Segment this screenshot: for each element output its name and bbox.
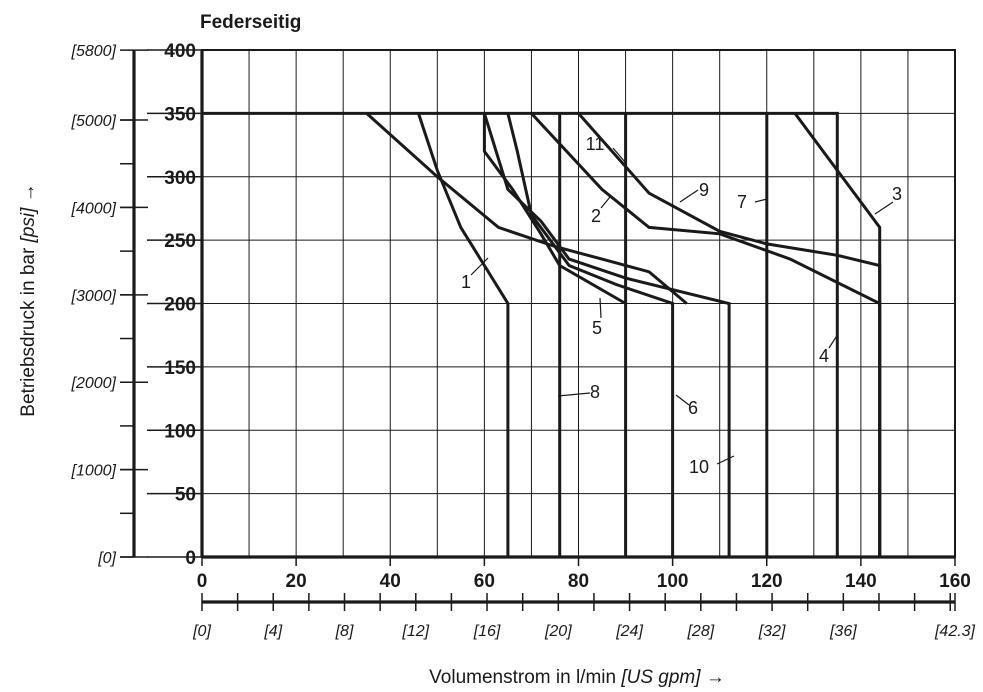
curve-label-8: 8 xyxy=(590,382,600,402)
x-axis-label: Volumenstrom in l/min xyxy=(429,667,616,688)
x-tick-label: 40 xyxy=(380,571,401,592)
y-tick-label: 100 xyxy=(164,421,196,442)
curve-label-3: 3 xyxy=(892,184,902,204)
x-tick-label: 60 xyxy=(474,571,495,592)
x-tick-label: 80 xyxy=(568,571,589,592)
curve-label-6: 6 xyxy=(688,398,698,418)
y-tick-label: 350 xyxy=(164,104,196,125)
chart-title: Federseitig xyxy=(200,12,301,33)
x-tick-label: 0 xyxy=(197,571,208,592)
psi-tick-label: [4000] xyxy=(71,200,117,217)
y-tick-label: 150 xyxy=(164,358,196,379)
curve-label-leader-11 xyxy=(612,147,626,163)
y-axis-secondary-label: [psi] xyxy=(18,207,39,244)
curve-label-10: 10 xyxy=(689,457,709,477)
curve-label-5: 5 xyxy=(592,318,602,338)
curve-label-leader-5 xyxy=(599,297,602,319)
psi-tick-label: [2000] xyxy=(71,375,117,392)
curve-9 xyxy=(577,112,882,557)
curve-1 xyxy=(417,112,510,557)
curve-labels: 1 2 3 4 5 6 7 8 9 10 11 xyxy=(461,134,902,477)
curve-label-9: 9 xyxy=(699,180,709,200)
gpm-tick-label: [42.3] xyxy=(934,623,976,640)
curve-6 xyxy=(506,113,675,557)
y-axis-label: Betriebsdruck in bar xyxy=(18,247,39,417)
curve-label-1: 1 xyxy=(461,272,471,292)
x-tick-label: 20 xyxy=(286,571,307,592)
psi-tick-label: [5000] xyxy=(71,113,117,130)
y-axis-arrow: → xyxy=(18,183,39,202)
y-tick-label: 250 xyxy=(164,231,196,252)
y-axis-title: Betriebsdruck in bar [psi] → xyxy=(18,183,39,416)
gpm-tick-label: [4] xyxy=(263,623,282,640)
curve-label-7: 7 xyxy=(737,192,747,212)
x-axis-arrow: → xyxy=(706,667,725,688)
x-axis-secondary-label: [US gpm] xyxy=(620,667,701,688)
grid xyxy=(201,49,956,558)
curve-2 xyxy=(365,112,688,305)
curve-label-leader-1 xyxy=(470,257,489,276)
psi-tick-label: [0] xyxy=(97,550,116,567)
curves xyxy=(202,111,882,557)
curve-label-leader-10 xyxy=(716,455,735,465)
gpm-tick-label: [0] xyxy=(192,623,211,640)
gpm-tick-label: [36] xyxy=(829,623,857,640)
gpm-tick-label: [20] xyxy=(544,623,572,640)
curve-label-2: 2 xyxy=(591,206,601,226)
y-tick-label: 200 xyxy=(164,295,196,316)
x-axis-title: Volumenstrom in l/min [US gpm] → xyxy=(429,667,725,688)
curve-label-leader-4 xyxy=(828,333,839,349)
curve-label-leader-3 xyxy=(874,201,894,215)
x-tick-label: 160 xyxy=(939,571,971,592)
curve-5 xyxy=(482,113,627,305)
curve-label-leader-7 xyxy=(754,198,768,203)
x-tick-label: 140 xyxy=(845,571,877,592)
curve-label-leader-8 xyxy=(557,392,591,397)
gpm-tick-label: [32] xyxy=(758,623,786,640)
gpm-tick-label: [16] xyxy=(473,623,501,640)
x-tick-label: 100 xyxy=(657,571,689,592)
y-tick-label: 0 xyxy=(185,548,196,569)
gpm-tick-label: [28] xyxy=(686,623,714,640)
psi-tick-label: [3000] xyxy=(71,288,117,305)
curve-label-11: 11 xyxy=(586,134,605,154)
curve-label-leader-2 xyxy=(600,196,611,209)
gpm-tick-label: [8] xyxy=(335,623,354,640)
psi-tick-label: [5800] xyxy=(71,43,117,60)
psi-tick-label: [1000] xyxy=(71,463,117,480)
axes: 050100150200250300350400[0][1000][2000][… xyxy=(71,41,976,640)
y-tick-label: 300 xyxy=(164,168,196,189)
x-tick-label: 120 xyxy=(751,571,783,592)
gpm-tick-label: [24] xyxy=(615,623,643,640)
gpm-tick-label: [12] xyxy=(401,623,429,640)
y-tick-label: 50 xyxy=(175,485,196,506)
curve-upper-limit xyxy=(202,111,839,557)
y-tick-label: 400 xyxy=(164,41,196,62)
curve-label-leader-6 xyxy=(675,394,690,406)
curve-label-4: 4 xyxy=(819,346,829,366)
curve-label-leader-9 xyxy=(679,189,699,203)
curve-10 xyxy=(482,112,731,557)
